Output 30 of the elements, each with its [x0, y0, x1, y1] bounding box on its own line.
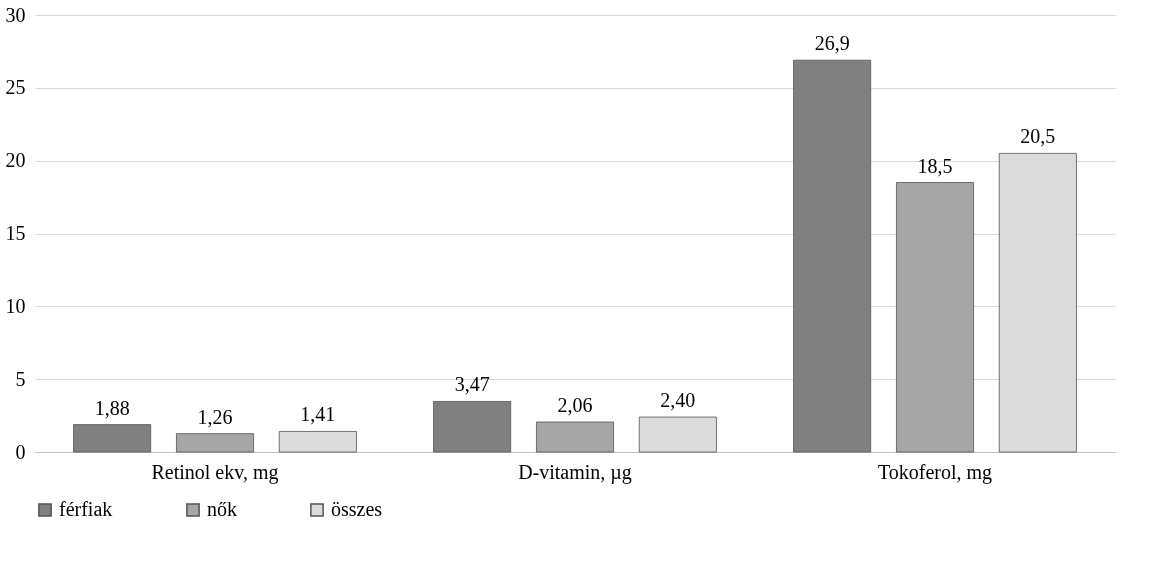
- y-tick-label: 20: [5, 149, 26, 172]
- bar: [536, 421, 614, 453]
- data-label: 3,47: [454, 373, 490, 396]
- data-label: 2,40: [660, 389, 696, 412]
- bar: [433, 401, 512, 453]
- y-tick-label: 15: [5, 222, 26, 244]
- y-tick-label: 10: [5, 294, 26, 317]
- bar: [896, 182, 974, 453]
- y-tick-label: 30: [5, 3, 26, 26]
- bar: [73, 424, 152, 453]
- bar: [638, 416, 717, 453]
- legend-label: összes: [331, 498, 383, 520]
- legend-label: férfiak: [59, 498, 113, 520]
- x-tick-label: D-vitamin, µg: [518, 460, 632, 484]
- data-label: 2,06: [557, 393, 593, 416]
- y-tick-label: 0: [15, 440, 26, 463]
- data-label: 20,5: [1020, 125, 1056, 148]
- y-tick-label: 25: [5, 76, 26, 99]
- y-tick-label: 5: [15, 367, 26, 390]
- bar: [176, 433, 254, 453]
- data-label: 26,9: [814, 32, 850, 55]
- x-tick-label: Tokoferol, mg: [877, 460, 993, 484]
- bar: [278, 431, 357, 453]
- data-label: 1,41: [300, 403, 336, 426]
- x-tick-label: Retinol ekv, mg: [151, 460, 279, 484]
- bar: [793, 59, 872, 453]
- data-label: 1,88: [94, 396, 130, 419]
- data-label: 1,26: [197, 405, 233, 428]
- data-label: 18,5: [917, 154, 953, 177]
- legend-label: nők: [207, 498, 237, 520]
